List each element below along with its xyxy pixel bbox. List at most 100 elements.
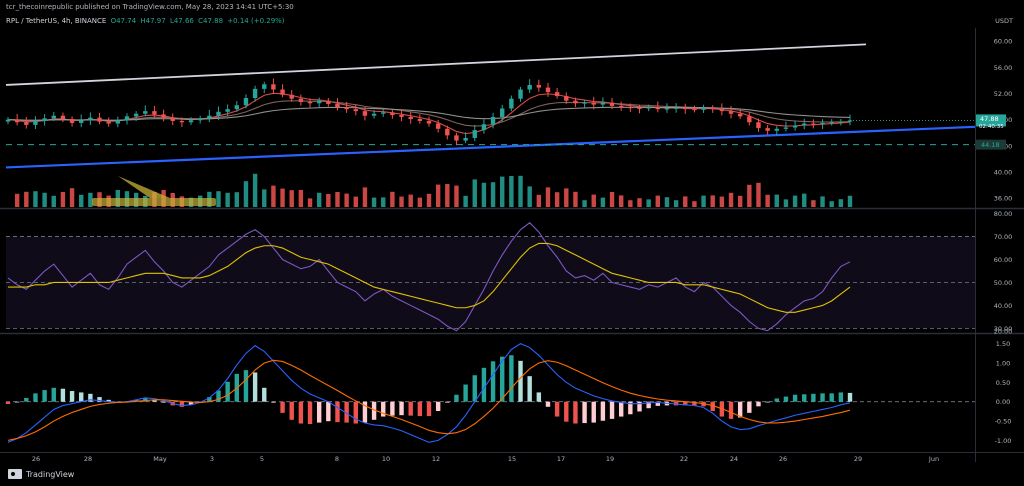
volume-bar (683, 196, 688, 207)
volume-bar (454, 185, 459, 207)
candle-body (637, 107, 642, 109)
volume-bar (243, 181, 249, 207)
volume-bar (582, 200, 587, 207)
candle-body (152, 111, 157, 115)
macd-histogram-bar (243, 370, 249, 402)
volume-bar (262, 189, 267, 207)
high-value: H47.97 (140, 17, 166, 25)
candle-body (463, 137, 468, 141)
volume-bar (774, 194, 779, 207)
volume-bar (792, 195, 798, 207)
volume-bar (463, 195, 468, 207)
macd-histogram-bar (472, 375, 477, 402)
candle-body (326, 100, 331, 104)
rsi-line (7, 222, 851, 332)
volume-bar (371, 197, 377, 207)
candle-body (381, 112, 386, 114)
volume-bar (765, 194, 770, 207)
macd-tick-label: -0.50 (995, 418, 1012, 426)
candle-body (179, 120, 185, 123)
candle-body (335, 103, 340, 108)
candle-body (307, 101, 313, 104)
macd-histogram-bar (783, 396, 789, 402)
macd-tick-label: 0.00 (996, 398, 1010, 406)
volume-bar (390, 191, 395, 207)
macd-histogram-bar (683, 401, 688, 406)
macd-histogram-bar (69, 391, 75, 402)
macd-histogram-bar (353, 401, 358, 424)
macd-histogram-bar (838, 392, 844, 402)
candle-body (60, 115, 66, 119)
macd-histogram-bar (408, 401, 413, 416)
volume-bar (655, 195, 661, 207)
macd-histogram-bar (527, 376, 532, 402)
candle-body (728, 111, 734, 114)
macd-histogram-bar (600, 401, 606, 421)
macd-histogram-bar (728, 401, 734, 419)
volume-bar (554, 192, 560, 207)
time-tick-label: 22 (680, 455, 688, 463)
volume-bar (316, 192, 322, 207)
ema-red-line (7, 92, 851, 135)
volume-bar (280, 188, 285, 207)
macd-histogram-bar (564, 401, 569, 422)
candle-body (527, 84, 532, 90)
volume-bar (298, 190, 304, 207)
symbol-label[interactable]: RPL / TetherUS, 4h, BINANCE (6, 17, 107, 25)
macd-histogram-bar (152, 400, 157, 402)
candle-body (701, 107, 706, 110)
candle-body (609, 102, 615, 106)
volume-bar (756, 182, 761, 207)
candle-body (554, 92, 560, 97)
volume-bar (692, 201, 697, 207)
candle-body (362, 111, 368, 116)
volume-bar (673, 200, 679, 207)
rsi-tick-label: 70.00 (994, 233, 1013, 241)
time-tick-label: 29 (854, 455, 862, 463)
candle-body (683, 107, 688, 110)
volume-bar (381, 197, 386, 207)
candle-body (234, 105, 240, 110)
macd-histogram-bar (802, 394, 807, 402)
macd-histogram-bar (765, 401, 770, 403)
price-tick-label: 60.00 (994, 38, 1013, 46)
macd-histogram-bar (747, 401, 752, 413)
time-tick-label: 15 (508, 455, 516, 463)
candle-body (435, 123, 441, 129)
macd-histogram-bar (344, 401, 349, 423)
volume-bar (518, 175, 523, 207)
candle-body (811, 123, 816, 125)
candle-body (673, 107, 679, 109)
candle-body (481, 124, 487, 131)
change-value: +0.14 (+0.29%) (227, 17, 285, 25)
candle-body (115, 120, 121, 124)
tradingview-logo[interactable]: TradingView (8, 469, 74, 479)
volume-bar (747, 184, 752, 207)
macd-histogram-bar (710, 401, 715, 411)
volume-bar (719, 196, 725, 207)
volume-bar (509, 176, 514, 207)
volume-bar (710, 195, 715, 207)
volume-bar (820, 196, 825, 207)
support-trendline (5, 125, 976, 169)
rsi-tick-label: 60.00 (994, 256, 1013, 264)
candle-body (655, 107, 661, 110)
volume-bar (829, 201, 834, 207)
candle-body (692, 109, 697, 111)
macd-histogram-bar (106, 399, 111, 402)
macd-histogram-bar (79, 392, 84, 402)
candle-body (170, 117, 175, 121)
macd-histogram-bar (33, 393, 38, 402)
candle-body (454, 135, 459, 141)
volume-bar (564, 188, 569, 207)
candle-body (207, 115, 212, 119)
candle-body (664, 108, 670, 110)
volume-bar (60, 192, 66, 207)
rsi-tick-label: 50.00 (994, 279, 1013, 287)
rsi-tick-label: 20.00 (994, 328, 1013, 336)
volume-bar (628, 200, 633, 207)
macd-histogram-bar (161, 401, 166, 403)
macd-histogram-bar (188, 401, 194, 405)
macd-histogram-bar (417, 401, 423, 417)
